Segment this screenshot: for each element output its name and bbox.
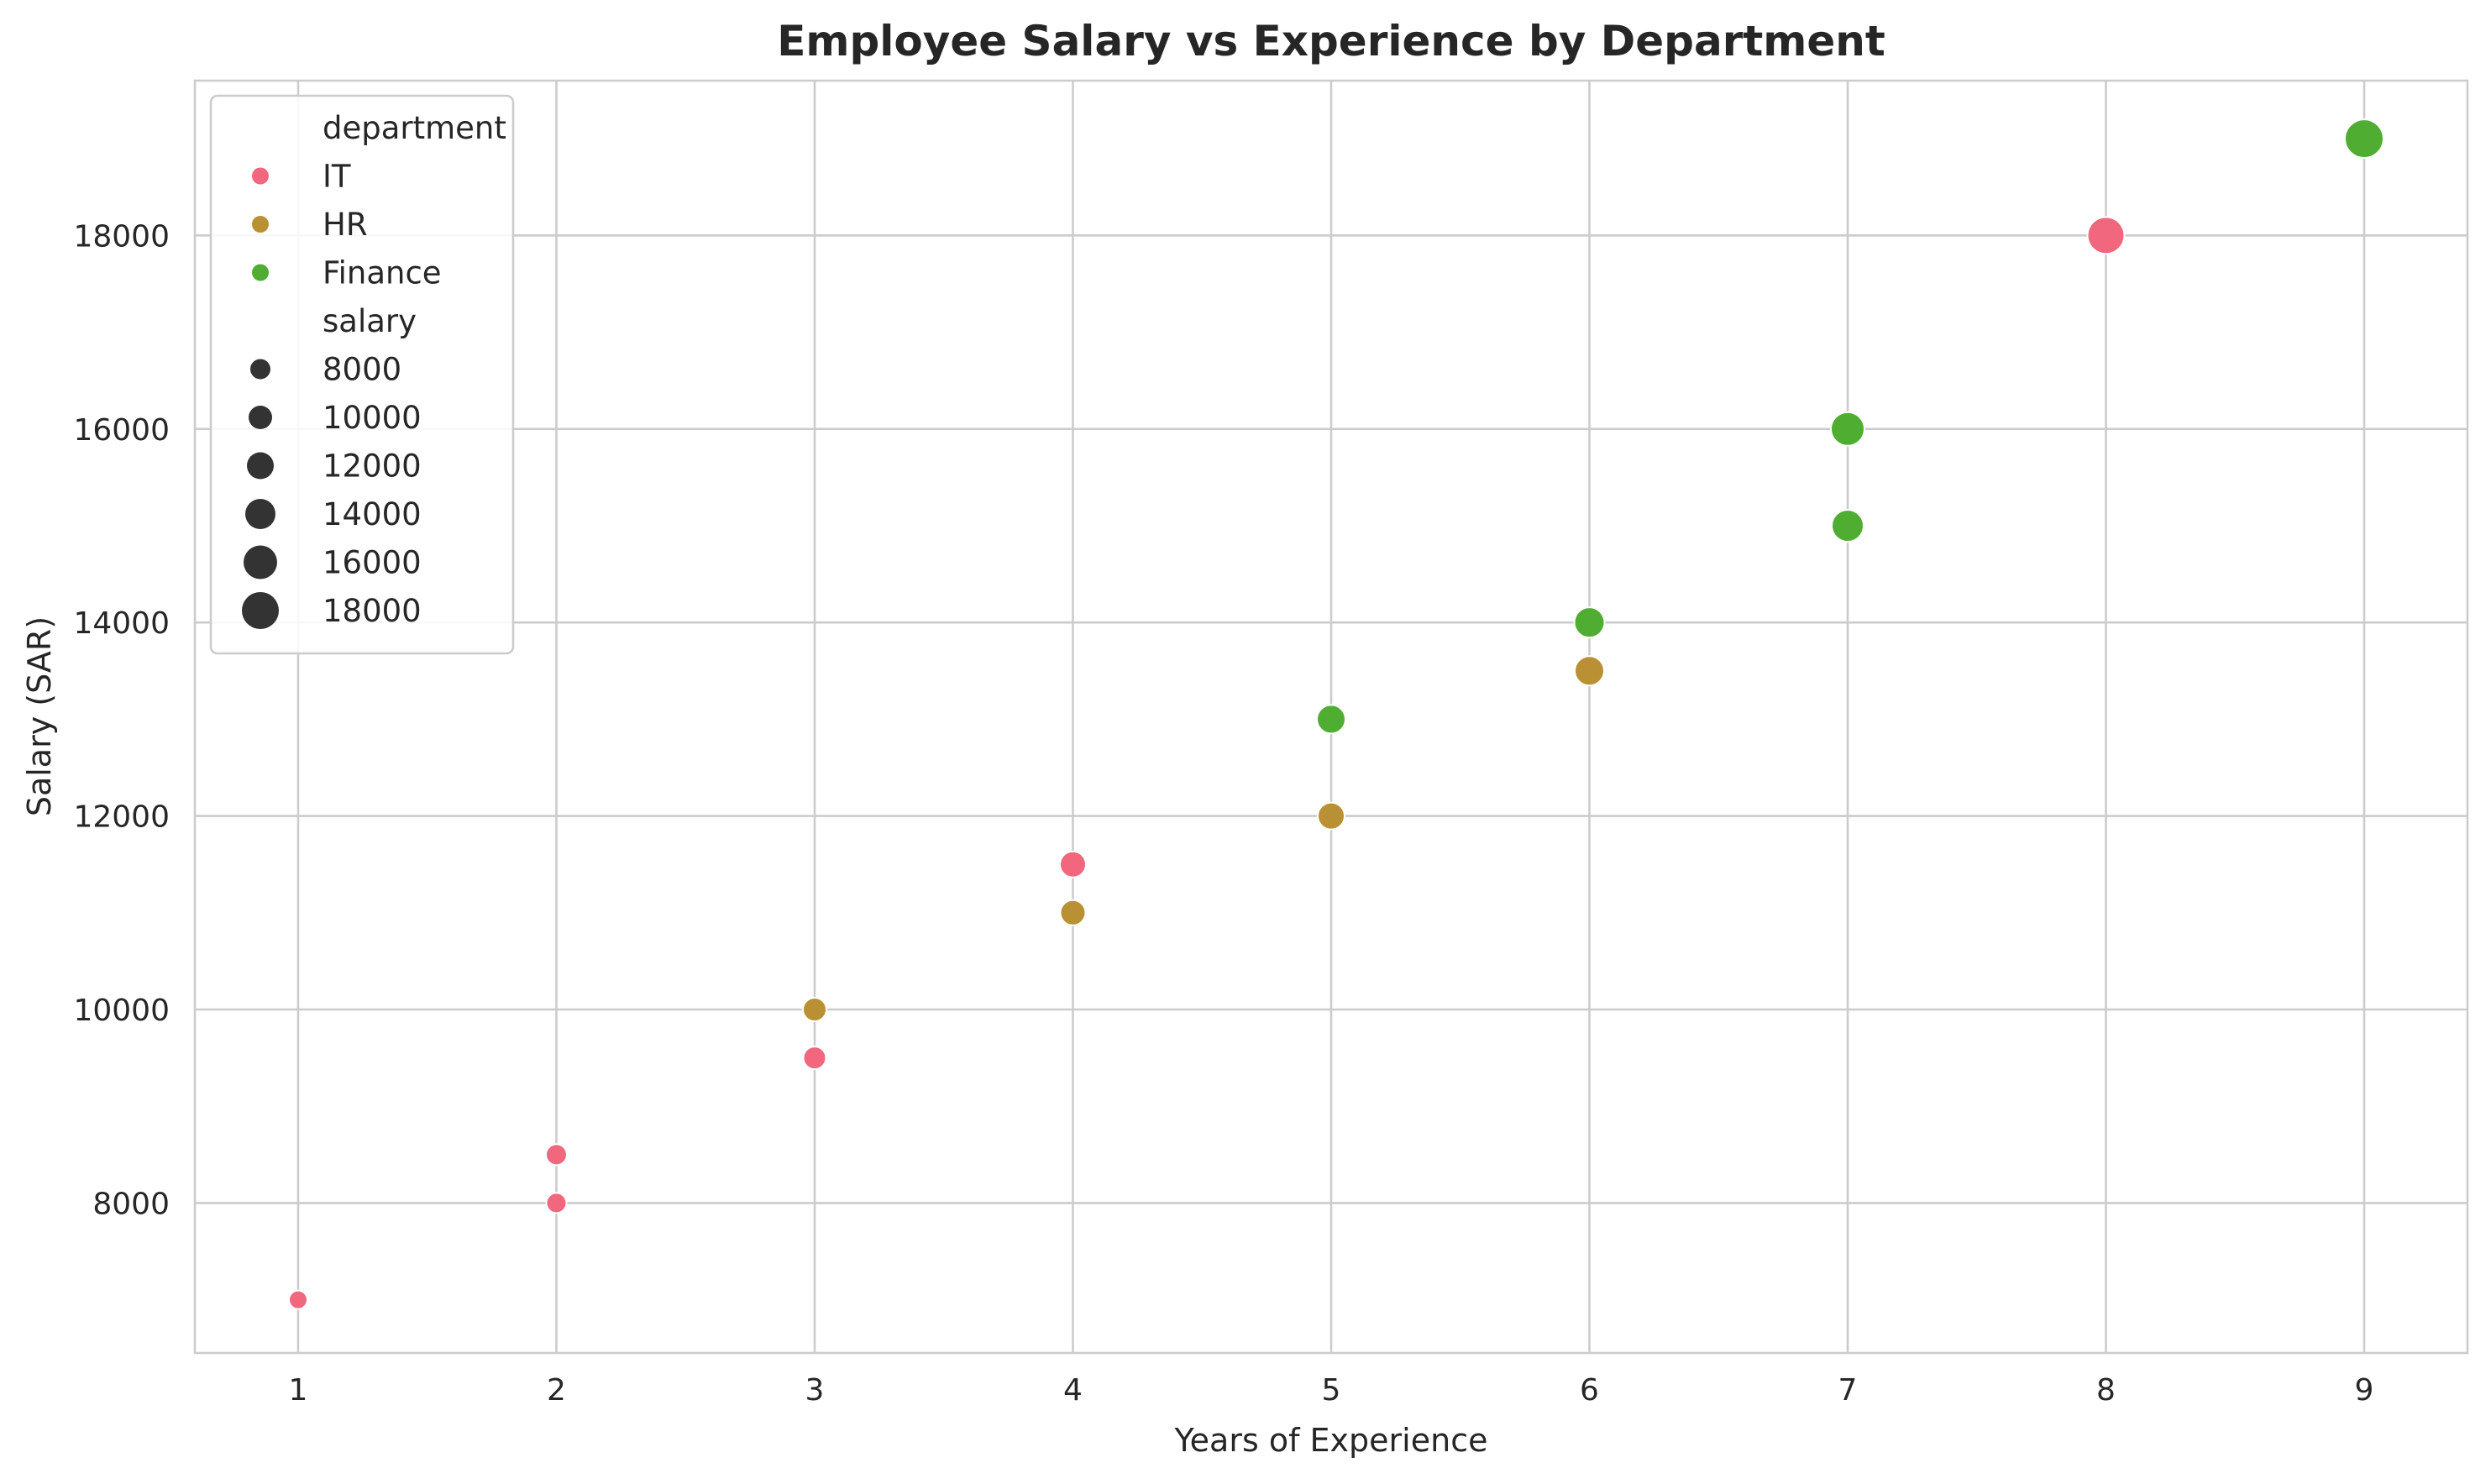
legend-size-marker-8000 <box>250 359 270 380</box>
chart-title: Employee Salary vs Experience by Departm… <box>777 17 1885 66</box>
y-tick-label: 18000 <box>73 219 170 254</box>
point-it-0 <box>288 1289 308 1310</box>
point-finance-3 <box>1830 411 1865 447</box>
point-it-1 <box>545 1192 568 1214</box>
point-it-2 <box>545 1143 568 1167</box>
y-tick-label: 10000 <box>73 994 170 1028</box>
x-tick-label: 4 <box>1063 1373 1083 1408</box>
legend-label-hr: HR <box>323 207 368 243</box>
x-tick-label: 8 <box>2096 1373 2116 1408</box>
point-it-3 <box>802 1046 827 1071</box>
x-tick-label: 1 <box>289 1373 308 1408</box>
x-tick-label: 5 <box>1322 1373 1341 1408</box>
legend-size-marker-16000 <box>244 545 277 579</box>
y-tick-label: 16000 <box>73 413 170 448</box>
legend-size-marker-18000 <box>242 592 279 629</box>
legend-marker-it <box>252 167 269 185</box>
point-finance-4 <box>2344 118 2384 160</box>
legend-hue-title: department <box>323 110 506 146</box>
x-tick-label: 6 <box>1580 1373 1599 1408</box>
legend-label-finance: Finance <box>323 255 442 291</box>
x-tick-label: 3 <box>805 1373 825 1408</box>
point-it-4 <box>1059 850 1087 878</box>
legend-marker-hr <box>252 216 269 233</box>
legend-size-label: 10000 <box>323 400 422 436</box>
legend-marker-finance <box>252 264 269 281</box>
point-hr-0 <box>802 997 827 1023</box>
legend-box <box>209 94 515 655</box>
point-hr-2 <box>1317 801 1345 831</box>
point-hr-3 <box>1574 655 1605 687</box>
grid <box>195 81 2467 1353</box>
y-tick-label: 8000 <box>92 1187 170 1221</box>
point-it-5 <box>2086 216 2126 255</box>
legend-size-label: 8000 <box>323 352 401 388</box>
y-tick-label: 12000 <box>73 800 170 835</box>
legend: department IT HR Finance salary 8000 10000 1200… <box>209 94 515 655</box>
legend-size-marker-14000 <box>245 499 275 529</box>
point-hr-1 <box>1059 899 1087 926</box>
y-tick-label: 14000 <box>73 606 170 641</box>
tick-labels: 1 2 3 4 5 6 7 8 9 8000 10000 12000 14000 16000 18000 <box>73 219 2373 1408</box>
data-points <box>288 118 2384 1310</box>
y-axis-label: Salary (SAR) <box>21 616 58 816</box>
x-tick-label: 7 <box>1838 1373 1858 1408</box>
legend-size-label: 14000 <box>323 496 422 532</box>
point-finance-1 <box>1573 606 1606 639</box>
legend-size-label: 12000 <box>323 448 422 485</box>
legend-size-marker-10000 <box>249 406 272 429</box>
point-finance-2 <box>1831 508 1864 543</box>
x-axis-label: Years of Experience <box>1174 1422 1488 1459</box>
point-finance-0 <box>1316 704 1346 735</box>
plot-frame <box>193 79 2469 1355</box>
legend-label-it: IT <box>323 159 351 195</box>
legend-size-label: 18000 <box>323 593 422 629</box>
x-tick-label: 2 <box>547 1373 566 1408</box>
legend-size-label: 16000 <box>323 545 422 581</box>
x-tick-label: 9 <box>2355 1373 2374 1408</box>
legend-size-marker-12000 <box>247 452 274 480</box>
legend-size-title: salary <box>323 303 417 339</box>
